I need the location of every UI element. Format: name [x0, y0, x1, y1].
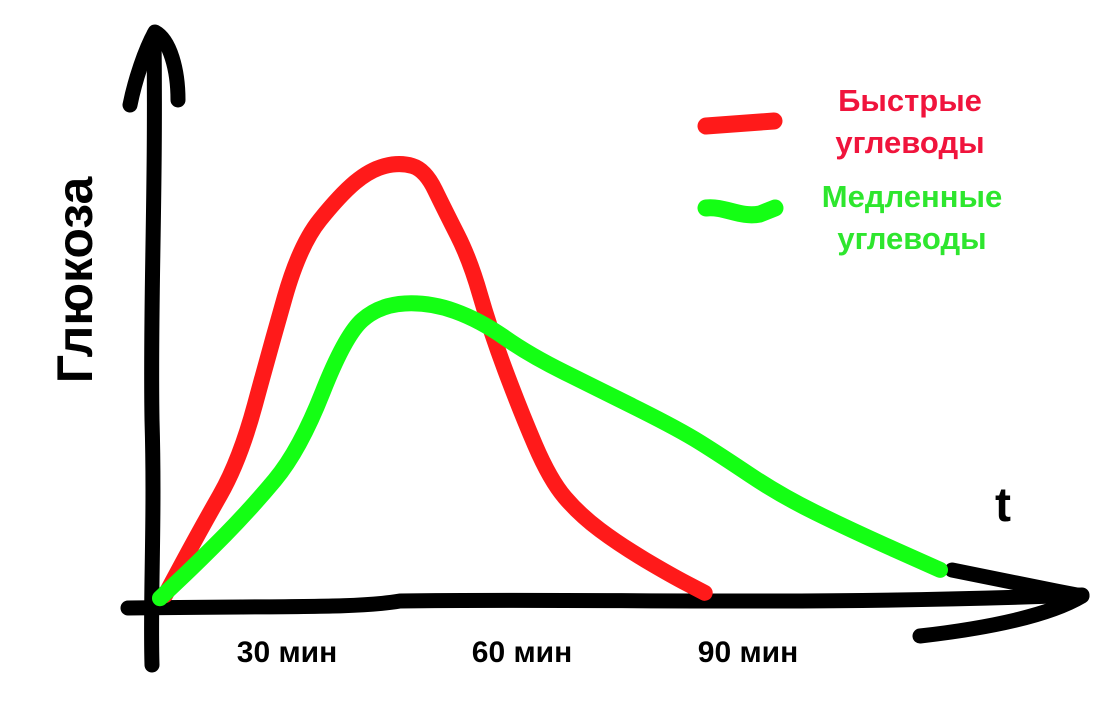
legend-swatch-slow [697, 199, 784, 224]
x-axis [120, 587, 1090, 616]
x-axis-arrow [912, 562, 1090, 644]
y-axis-arrow [122, 24, 186, 113]
legend-label-fast-line2: углеводы [835, 125, 985, 160]
series-line-slow-carbs [152, 295, 948, 607]
legend-label-slow: Медленные углеводы [792, 176, 1032, 260]
y-axis-label: Глюкоза [47, 176, 103, 384]
x-tick-label: 60 мин [471, 636, 573, 669]
legend-label-fast-line1: Быстрые [838, 83, 982, 118]
legend-label-slow-line2: углеводы [837, 221, 987, 256]
x-tick-label: 30 мин [236, 636, 338, 669]
legend-label-fast: Быстрые углеводы [790, 80, 1030, 164]
x-tick-label: 90 мин [697, 636, 799, 669]
series-line-fast-carbs [157, 156, 713, 604]
legend-swatch-fast [697, 112, 783, 135]
legend-label-slow-line1: Медленные [821, 179, 1003, 214]
y-axis [144, 26, 162, 673]
x-axis-label: t [995, 479, 1011, 532]
